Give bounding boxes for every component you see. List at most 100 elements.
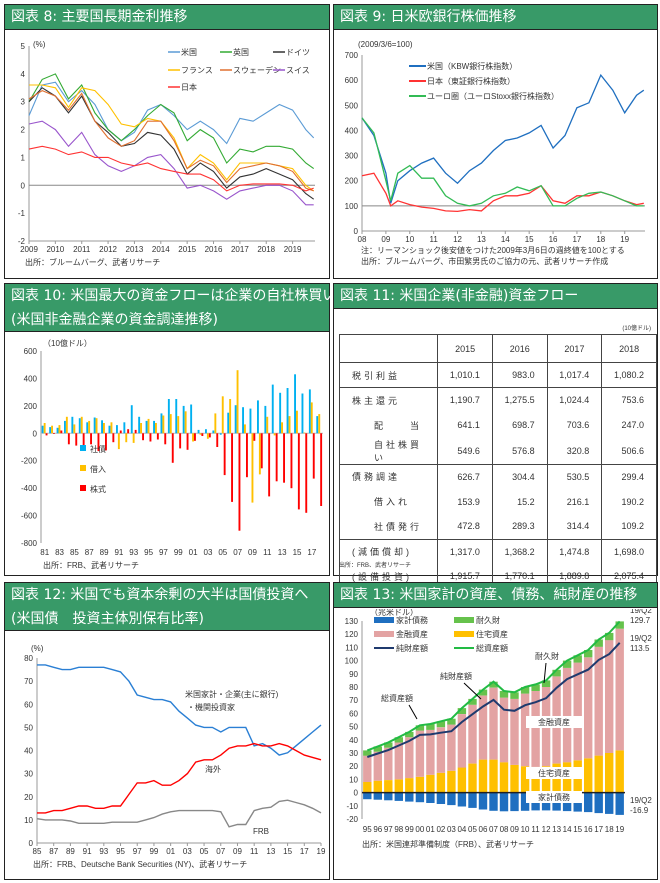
bar xyxy=(253,433,256,441)
x-tick-label: 2010 xyxy=(46,245,64,254)
bar-durable xyxy=(499,691,509,698)
y-tick-label: 60 xyxy=(24,700,33,709)
table-cell: 320.8 xyxy=(546,437,602,464)
figure-10-title: 図表 10: 米国最大の資金フローは企業の自社株買い xyxy=(11,288,337,304)
bar xyxy=(231,433,233,502)
annotation-label: 総資産額 xyxy=(381,693,413,703)
x-tick-label: 17 xyxy=(572,235,581,244)
bar xyxy=(78,418,81,434)
x-tick-label: 87 xyxy=(49,847,58,856)
bar xyxy=(43,423,46,434)
y-tick-label: 600 xyxy=(345,76,359,85)
row-label: 借入れ xyxy=(374,497,411,507)
figure-9-panel: 図表 9: 日米欧銀行株価推移 0 100 200 300 400 500 600 700 08… xyxy=(333,4,658,279)
x-tick-label: 03 xyxy=(183,847,192,856)
y-tick-label: 60 xyxy=(349,709,358,718)
x-tick-label: 93 xyxy=(129,548,138,557)
x-tick-label: 81 xyxy=(40,548,49,557)
x-tick-label: 15 xyxy=(573,825,582,834)
table-cell: 530.5 xyxy=(546,463,602,489)
bar-financial xyxy=(584,657,593,759)
bar xyxy=(125,433,128,443)
figure-9-body: 0 100 200 300 400 500 600 700 08 09 10 11 12 13 14 15 16… xyxy=(334,31,657,278)
bar xyxy=(283,433,285,483)
figure-12-header: 図表 12: 米国でも資本余剰の大半は国債投資へ (米国債 投資主体別保有比率) xyxy=(5,583,329,631)
bar xyxy=(201,433,204,436)
x-tick-label: 85 xyxy=(33,847,42,856)
bar xyxy=(132,433,135,443)
x-tick-label: 91 xyxy=(114,548,123,557)
table-cell: 153.9 xyxy=(437,489,493,514)
bar xyxy=(179,433,182,449)
bar xyxy=(164,433,167,445)
bar-financial xyxy=(605,640,614,753)
bar xyxy=(242,407,244,434)
figure-12-panel: 図表 12: 米国でも資本余剰の大半は国債投資へ (米国債 投資主体別保有比率)… xyxy=(4,582,330,880)
bar xyxy=(155,423,157,434)
annotation-label: 米国家計・企業(主に銀行) xyxy=(185,689,279,699)
column-header: 2015 xyxy=(437,334,493,363)
chart-note: 注：リーマンショック後安値をつけた2009年3月6日の週終値を100とする xyxy=(361,245,625,255)
annotation-box xyxy=(526,791,582,803)
figure-8-body: -2 -1 0 1 2 3 4 5 2009 2010 2011 2012 2013 2014 2015 20… xyxy=(5,31,329,278)
end-value-label: 129.7 xyxy=(630,616,651,625)
x-tick-label: 2016 xyxy=(205,245,223,254)
end-value-label: 19/Q2 xyxy=(630,634,652,643)
bar xyxy=(199,433,202,435)
bar xyxy=(212,430,215,434)
bar-debt xyxy=(457,792,467,807)
y-tick-label: 400 xyxy=(345,126,359,135)
treasury-holders-line-chart: 0 10 20 30 40 50 60 70 80 85 87 89 91 93 95 97 99 01 03 05 0… xyxy=(24,644,326,869)
bar-financial xyxy=(373,751,382,781)
table-cell: 698.7 xyxy=(491,412,548,438)
bar xyxy=(281,422,283,434)
bar xyxy=(268,433,271,497)
end-value-label: -16.9 xyxy=(630,806,649,815)
bar xyxy=(234,405,237,434)
bar-durable xyxy=(457,708,467,714)
legend-label: スイス xyxy=(286,66,310,75)
bar-debt xyxy=(520,792,530,811)
legend-swatch xyxy=(454,631,474,637)
bar xyxy=(119,430,122,434)
bank-stock-line-chart: 0 100 200 300 400 500 600 700 08 09 10 11 12 13 14 15 16… xyxy=(345,40,645,266)
bar-housing xyxy=(426,774,435,793)
bar xyxy=(103,423,105,434)
legend-label: スウェーデン xyxy=(233,65,281,75)
bar xyxy=(249,408,252,434)
figure-10-subtitle: (米国非金融企業の資金調達推移) xyxy=(11,312,218,328)
x-tick-label: 95 xyxy=(363,825,372,834)
table-cell: 641.1 xyxy=(437,412,493,438)
bar xyxy=(90,433,92,445)
x-tick-label: 10 xyxy=(521,825,530,834)
y-tick-label: -600 xyxy=(21,512,38,521)
bar xyxy=(171,433,174,463)
bar xyxy=(56,427,59,434)
y-tick-label: 400 xyxy=(24,374,38,383)
bar-debt xyxy=(594,792,603,814)
x-tick-label: 19 xyxy=(317,847,326,856)
bar-housing xyxy=(447,770,456,793)
y-tick-label: 0 xyxy=(29,839,34,848)
bar xyxy=(205,429,207,434)
table-cell: 1,317.0 xyxy=(437,538,493,564)
figure-13-header: 図表 13: 米国家計の資産、債務、純財産の推移 xyxy=(334,583,657,608)
bar xyxy=(153,420,155,434)
bar xyxy=(64,420,66,434)
y-tick-label: 1 xyxy=(21,153,26,162)
x-tick-label: 91 xyxy=(83,847,92,856)
bar-financial xyxy=(363,755,372,782)
y-tick-label: -1 xyxy=(18,209,26,218)
y-tick-label: -800 xyxy=(21,539,38,548)
bar-durable xyxy=(573,655,582,663)
bar-financial xyxy=(415,730,425,777)
unit-label: (2009/3/6=100) xyxy=(358,40,413,49)
figure-10-body: -800 -600 -400 -200 0 200 400 600 81 83 85 87 89 91 93… xyxy=(5,332,329,575)
x-tick-label: 07 xyxy=(489,825,498,834)
legend-label: 社債 xyxy=(90,444,106,454)
figure-8-panel: 図表 8: 主要国長期金利推移 -2 -1 0 1 2 3 4 5 2009 2010 2011 20… xyxy=(4,4,330,279)
bar-debt xyxy=(510,792,519,812)
x-tick-label: 2017 xyxy=(231,245,249,254)
table-row: 株主還元 1,190.7 1,275.5 1,024.4 753.6 xyxy=(339,387,657,413)
legend-swatch xyxy=(454,617,474,623)
